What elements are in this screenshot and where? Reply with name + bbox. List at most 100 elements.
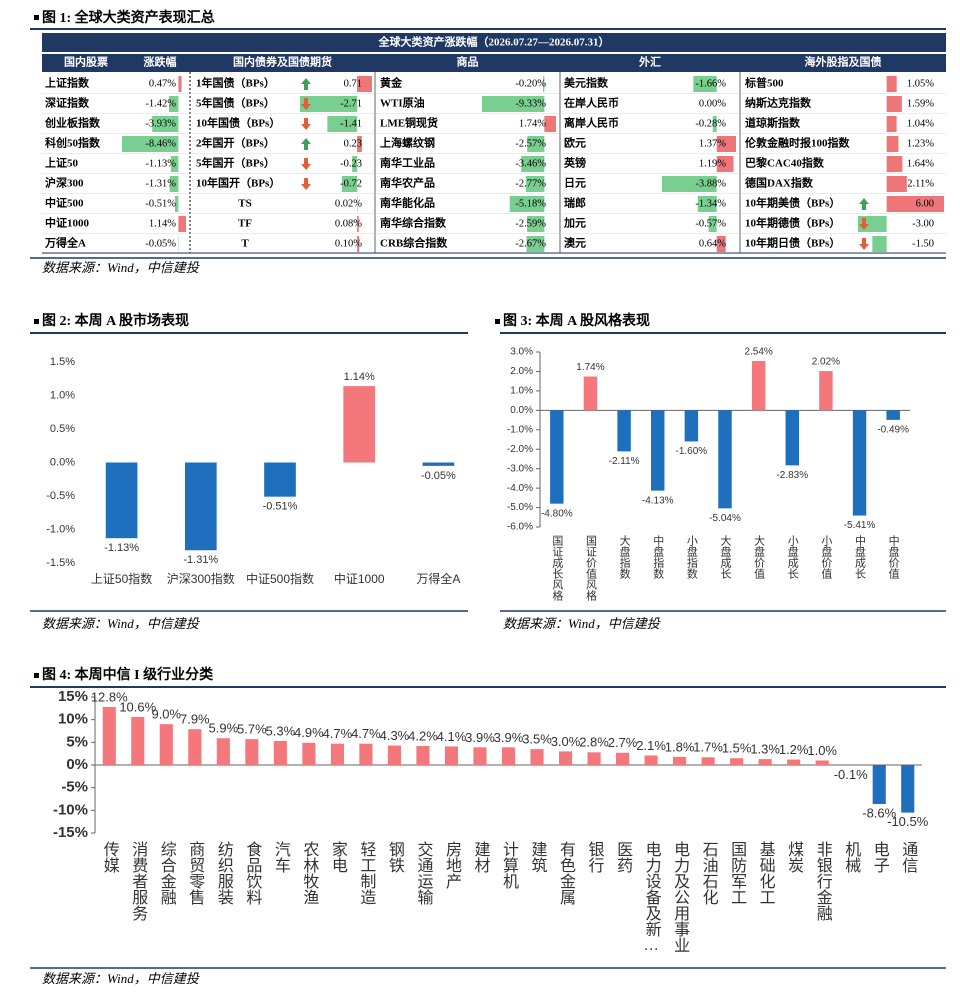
value-label: 3.9%	[465, 730, 495, 745]
title-marker	[495, 319, 500, 324]
data-bar	[175, 196, 179, 212]
row-value: 0.10%	[335, 238, 362, 249]
data-bar	[526, 236, 545, 252]
bar	[815, 760, 829, 765]
header-bar	[42, 54, 946, 72]
bar	[131, 716, 145, 765]
x-tick-label: 中证500指数	[246, 571, 314, 586]
data-bar	[527, 216, 545, 232]
x-tick-label: 中盘指数	[652, 535, 665, 580]
value-label: 4.3%	[380, 728, 410, 743]
row-name: 中证1000	[45, 216, 89, 230]
x-tick-label: 非银行金融	[814, 841, 833, 922]
data-bar	[357, 236, 360, 252]
row-name: 南华综合指数	[380, 216, 447, 230]
row-name: 南华工业品	[380, 156, 435, 170]
row-name: 离岸人民币	[564, 116, 619, 130]
value-label: -4.80%	[541, 508, 573, 519]
y-tick-label: -1.5%	[46, 557, 75, 569]
bar	[701, 757, 715, 765]
x-tick-label: 通信	[899, 841, 918, 873]
x-tick-label: 小盘指数	[685, 535, 698, 580]
bar	[422, 462, 455, 466]
value-label: 2.8%	[579, 735, 609, 750]
x-tick-label: 钢铁	[386, 841, 405, 873]
x-tick-label: 国证价值风格	[584, 535, 597, 602]
row-name: 德国DAX指数	[744, 176, 814, 190]
row-name: 日元	[564, 177, 586, 190]
y-tick-label: -5.0%	[507, 502, 533, 513]
row-value: -1.50	[912, 238, 934, 249]
direction-arrow	[859, 238, 869, 250]
row-value: -9.33%	[515, 98, 546, 109]
column-header: 涨跌幅	[144, 55, 177, 69]
x-tick-label: 传媒	[101, 841, 120, 873]
value-label: 1.8%	[665, 739, 695, 754]
bar	[758, 759, 772, 765]
value-label: -0.49%	[877, 425, 909, 436]
bar	[785, 410, 799, 466]
column-header: 国内股票	[64, 55, 108, 69]
row-value: 1.14%	[149, 218, 176, 229]
bar	[330, 743, 344, 765]
data-bar	[886, 176, 907, 192]
bar	[616, 752, 630, 765]
value-label: 2.02%	[812, 357, 840, 368]
row-name: 在岸人民币	[564, 96, 619, 110]
data-bar	[872, 236, 887, 252]
data-bar	[543, 76, 545, 92]
bar	[216, 738, 230, 765]
value-label: 1.2%	[779, 742, 809, 757]
x-tick-label: 大盘价值	[753, 534, 766, 580]
row-value: -1.42%	[145, 98, 176, 109]
direction-arrow	[859, 198, 869, 210]
bar	[730, 758, 744, 765]
row-value: -3.00	[912, 218, 934, 229]
value-label: 1.14%	[344, 371, 375, 383]
x-tick-label: 大盘成长	[719, 534, 732, 579]
figure-title: 图 4: 本周中信 I 级行业分类	[42, 666, 214, 683]
y-tick-label: 2.0%	[510, 366, 533, 377]
data-bar	[708, 216, 717, 232]
x-tick-label: 纺织服装	[215, 841, 234, 905]
column-header: 外汇	[638, 55, 661, 69]
row-value: -2.67%	[515, 238, 546, 249]
bar	[751, 360, 766, 411]
y-tick-label: 0.0%	[50, 456, 75, 468]
source-note: 数据来源：Wind，中信建投	[42, 971, 200, 986]
row-value: 0.71	[344, 78, 362, 89]
value-label: 5.9%	[209, 721, 239, 736]
row-name: 巴黎CAC40指数	[745, 156, 825, 170]
bar	[245, 739, 259, 765]
value-label: 7.9%	[180, 712, 210, 727]
x-tick-label: 建材	[471, 841, 490, 873]
x-tick-label: 银行	[586, 841, 605, 874]
table-title: 全球大类资产涨跌幅（2026.07.27—2026.07.31）	[378, 35, 610, 49]
data-bar	[544, 116, 556, 132]
value-label: -1.13%	[104, 542, 139, 554]
row-name: WTI原油	[380, 96, 425, 110]
direction-arrow	[301, 158, 311, 170]
data-bar	[886, 136, 899, 152]
row-value: -8.46%	[145, 138, 176, 149]
row-value: -1.41	[340, 118, 362, 129]
value-label: 4.9%	[294, 725, 324, 740]
value-label: 1.3%	[750, 742, 780, 757]
x-tick-label: 建筑	[529, 841, 548, 873]
bar	[273, 740, 287, 765]
table-title-bar	[42, 33, 946, 52]
row-name: 5年国开（BPs）	[196, 156, 275, 170]
data-bar	[697, 196, 717, 212]
row-name: 10年国债（BPs）	[196, 116, 280, 130]
data-bar	[886, 76, 897, 92]
data-bar	[716, 236, 726, 252]
data-bar	[327, 116, 358, 132]
row-value: 1.19%	[699, 158, 726, 169]
data-bar	[509, 196, 545, 212]
row-value: 1.04%	[907, 118, 934, 129]
data-bar	[482, 96, 545, 112]
data-bar	[300, 96, 358, 112]
value-label: 3.9%	[494, 730, 524, 745]
x-tick-label: 国防军工	[728, 841, 747, 905]
